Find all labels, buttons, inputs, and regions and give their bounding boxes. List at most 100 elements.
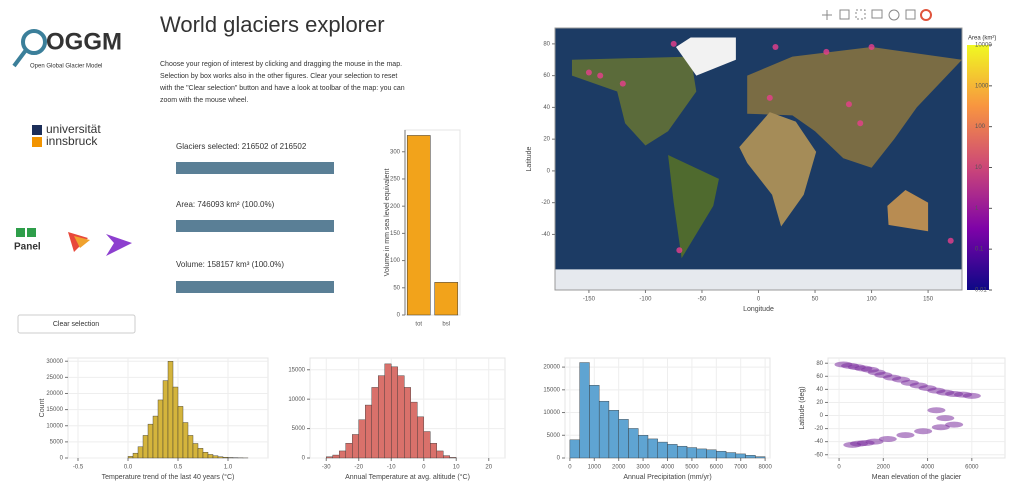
tool-select[interactable] [872, 10, 882, 18]
histogram-bar [193, 443, 198, 458]
tool-pan[interactable] [822, 10, 832, 20]
glacier-cluster [671, 41, 677, 47]
y-tick-label: 15000 [543, 387, 560, 393]
x-tick-label: 5000 [685, 465, 699, 471]
tool-logo[interactable] [921, 10, 931, 20]
histogram-bar [391, 367, 398, 458]
page-title: World glaciers explorer [160, 12, 385, 37]
tool-box[interactable] [856, 10, 865, 19]
tool-reset[interactable] [889, 10, 899, 20]
x-axis-label: Temperature trend of the last 40 years (… [102, 473, 235, 481]
oggm-text: OGGM [46, 28, 122, 55]
x-tick-label: 6000 [710, 465, 724, 471]
histogram-bar [188, 435, 193, 458]
y-tick-label: 60 [543, 73, 550, 79]
x-tick-label: bsl [442, 322, 450, 328]
histogram-bar [437, 451, 444, 458]
oggm-logo: OGGM Open Global Glacier Model [14, 28, 122, 69]
histogram-bar [133, 453, 138, 458]
histogram-bar [378, 376, 385, 458]
intro-line: zoom with the mouse wheel. [160, 97, 248, 104]
y-tick-label: 40 [543, 105, 550, 111]
histogram-bar [430, 443, 437, 458]
histogram-bar [218, 457, 223, 458]
y-tick-label: 10000 [543, 410, 560, 416]
x-tick-label: 4000 [921, 465, 935, 471]
stat-bar [176, 281, 334, 293]
y-axis-label: Latitude [526, 146, 533, 171]
intro-line: with the "Clear selection" button and ha… [159, 85, 405, 92]
histogram-bar [450, 457, 457, 458]
clear-button[interactable]: Clear selection [18, 315, 135, 333]
histogram-bar [143, 435, 148, 458]
scatter-point [963, 393, 981, 399]
colorbar-tick-label: 10000 [975, 43, 992, 49]
histogram-bar [404, 387, 411, 458]
x-tick-label: 0 [568, 465, 572, 471]
y-tick-label: 0 [820, 413, 824, 419]
x-tick-label: -50 [698, 297, 707, 303]
histogram-bar [755, 457, 765, 458]
x-tick-label: -10 [387, 465, 396, 471]
y-tick-label: 10000 [288, 397, 305, 403]
stats-panel: Glaciers selected: 216502 of 216502 Area… [176, 142, 334, 293]
histogram-bar [153, 416, 158, 458]
x-tick-label: 1.0 [224, 465, 233, 471]
histogram-bar [648, 439, 658, 458]
y-tick-label: 20000 [46, 391, 63, 397]
y-tick-label: 80 [543, 41, 550, 47]
x-axis-label: Longitude [743, 306, 774, 313]
y-tick-label: 50 [393, 285, 400, 291]
y-tick-label: -20 [814, 426, 823, 432]
histogram-bar [736, 454, 746, 458]
y-tick-label: -20 [541, 200, 550, 206]
glacier-cluster [597, 73, 603, 79]
histogram-bar [580, 363, 590, 458]
histogram-bar [746, 455, 756, 458]
y-tick-label: 0 [397, 313, 401, 319]
tool-zoom[interactable] [840, 10, 849, 19]
x-tick-label: -20 [354, 465, 363, 471]
histogram-bar [609, 410, 619, 458]
stat-bar [176, 220, 334, 232]
y-tick-label: 100 [390, 258, 401, 264]
y-tick-label: 15000 [288, 367, 305, 373]
y-tick-label: 60 [816, 374, 823, 380]
histogram-bar [203, 452, 208, 458]
histogram-bar [339, 451, 346, 458]
button-label[interactable]: Clear selection [53, 321, 99, 328]
x-tick-label: 3000 [636, 465, 650, 471]
y-tick-label: 0 [557, 456, 561, 462]
panel-logo: Panel [14, 228, 132, 256]
y-tick-label: 80 [816, 361, 823, 367]
histogram-bar [173, 387, 178, 458]
bar [407, 135, 430, 315]
tool-save[interactable] [906, 10, 915, 19]
stat-text: Glaciers selected: 216502 of 216502 [176, 142, 307, 151]
glacier-cluster [869, 44, 875, 50]
y-tick-label: 250 [390, 177, 401, 183]
glacier-cluster [676, 247, 682, 253]
histogram-bar [223, 457, 228, 458]
histogram-bar [726, 453, 736, 458]
intro-line: Choose your region of interest by clicki… [160, 61, 402, 68]
histogram-bar [411, 402, 418, 458]
histogram-bar [359, 420, 366, 458]
y-tick-label: 200 [390, 204, 401, 210]
histogram-bar [638, 435, 648, 458]
x-tick-label: 0 [837, 465, 841, 471]
x-tick-label: 1000 [588, 465, 602, 471]
histogram-bar [658, 442, 668, 458]
colorbar-tick-label: 10 [975, 165, 982, 171]
y-tick-label: 150 [390, 231, 401, 237]
y-tick-label: -40 [814, 439, 823, 445]
y-tick-label: 0 [547, 168, 551, 174]
chart-map: Area (km²)0.010.1110100100010000-40-2002… [526, 28, 997, 313]
histogram-bar [417, 417, 424, 458]
x-tick-label: 4000 [661, 465, 675, 471]
histogram-bar [178, 406, 183, 458]
histogram-bar [697, 449, 707, 458]
histogram-bar [365, 405, 372, 458]
colorbar-tick-label: 100 [975, 124, 986, 130]
